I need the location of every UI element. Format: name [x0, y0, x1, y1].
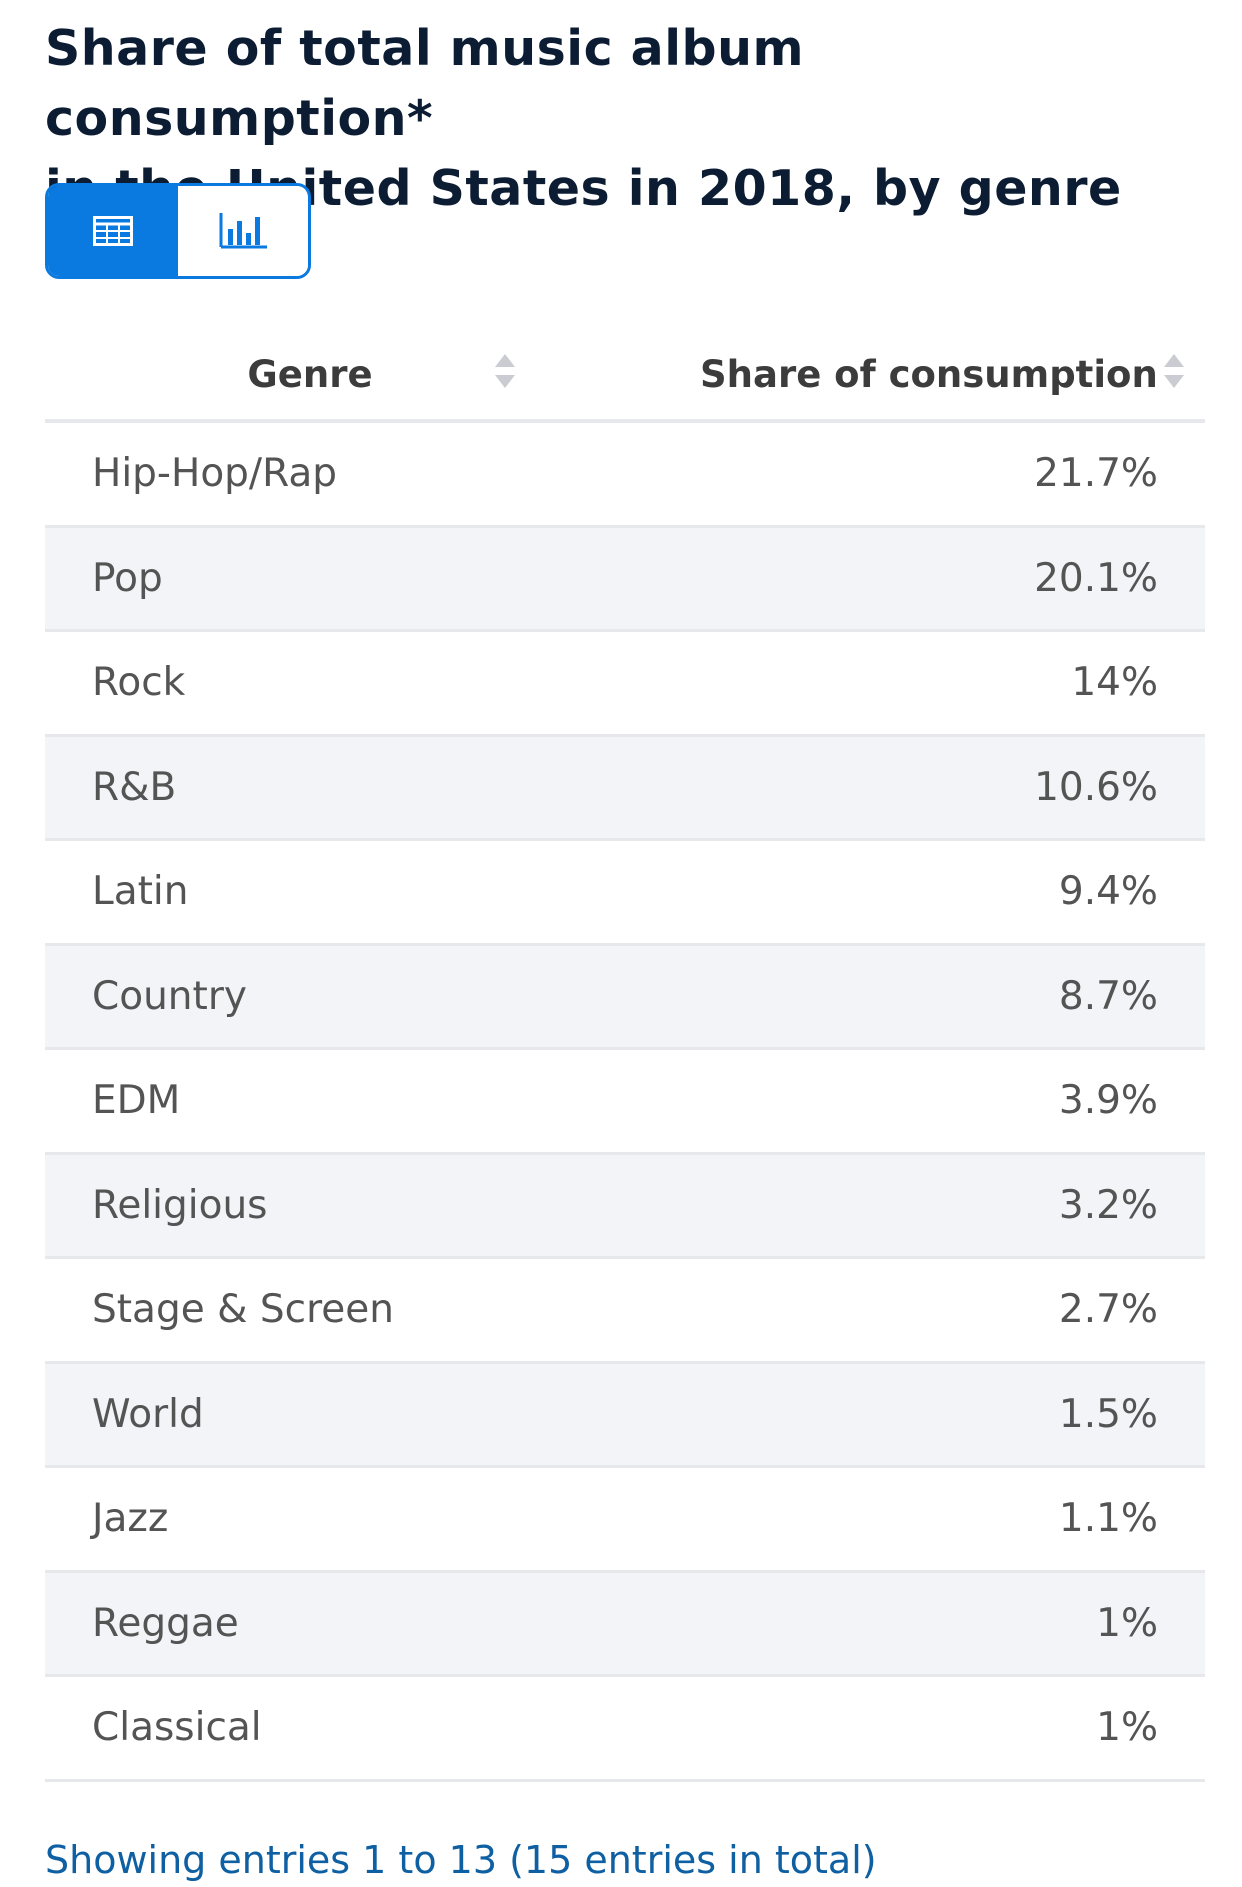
cell-genre: Country — [92, 946, 247, 1048]
table-view-button[interactable] — [48, 186, 178, 276]
chart-view-button[interactable] — [178, 186, 308, 276]
cell-genre: Pop — [92, 528, 163, 630]
table-row: Jazz 1.1% — [45, 1468, 1205, 1573]
table-icon — [93, 216, 133, 246]
cell-share: 10.6% — [1034, 737, 1158, 839]
view-toggle — [45, 183, 311, 279]
cell-genre: R&B — [92, 737, 176, 839]
cell-genre: Hip-Hop/Rap — [92, 423, 337, 525]
cell-share: 3.9% — [1059, 1050, 1158, 1152]
table-header: Genre Share of consumption — [45, 330, 1205, 423]
table-row: World 1.5% — [45, 1364, 1205, 1469]
table-row: R&B 10.6% — [45, 737, 1205, 842]
cell-genre: Reggae — [92, 1573, 239, 1675]
cell-share: 1.5% — [1059, 1364, 1158, 1466]
cell-genre: Classical — [92, 1677, 262, 1779]
table-row: Country 8.7% — [45, 946, 1205, 1051]
column-header-genre-label: Genre — [247, 353, 372, 396]
column-header-share-label: Share of consumption — [700, 353, 1158, 396]
cell-share: 8.7% — [1059, 946, 1158, 1048]
table-row: Pop 20.1% — [45, 528, 1205, 633]
table-body: Hip-Hop/Rap 21.7% Pop 20.1% Rock 14% R&B 10.6% L… — [45, 423, 1205, 1782]
cell-genre: Jazz — [92, 1468, 168, 1570]
table-row: Religious 3.2% — [45, 1155, 1205, 1260]
cell-genre: Rock — [92, 632, 185, 734]
cell-share: 14% — [1071, 632, 1158, 734]
table-row: Reggae 1% — [45, 1573, 1205, 1678]
cell-genre: Religious — [92, 1155, 268, 1257]
cell-share: 1% — [1096, 1573, 1158, 1675]
table-row: EDM 3.9% — [45, 1050, 1205, 1155]
cell-genre: EDM — [92, 1050, 180, 1152]
cell-genre: Latin — [92, 841, 188, 943]
title-line-1: Share of total music album consumption* — [45, 20, 804, 147]
cell-share: 20.1% — [1034, 528, 1158, 630]
table-row: Hip-Hop/Rap 21.7% — [45, 423, 1205, 528]
cell-share: 1% — [1096, 1677, 1158, 1779]
cell-genre: World — [92, 1364, 204, 1466]
cell-share: 3.2% — [1059, 1155, 1158, 1257]
table-row: Classical 1% — [45, 1677, 1205, 1782]
cell-share: 2.7% — [1059, 1259, 1158, 1361]
cell-share: 9.4% — [1059, 841, 1158, 943]
table-row: Stage & Screen 2.7% — [45, 1259, 1205, 1364]
cell-genre: Stage & Screen — [92, 1259, 394, 1361]
column-header-share[interactable]: Share of consumption — [645, 330, 1185, 419]
sort-genre-icon[interactable] — [493, 352, 517, 390]
entries-summary[interactable]: Showing entries 1 to 13 (15 entries in t… — [45, 1838, 877, 1882]
cell-share: 21.7% — [1034, 423, 1158, 525]
bar-chart-icon — [219, 213, 267, 249]
table-row: Rock 14% — [45, 632, 1205, 737]
cell-share: 1.1% — [1059, 1468, 1158, 1570]
table-row: Latin 9.4% — [45, 841, 1205, 946]
sort-share-icon[interactable] — [1162, 352, 1186, 390]
